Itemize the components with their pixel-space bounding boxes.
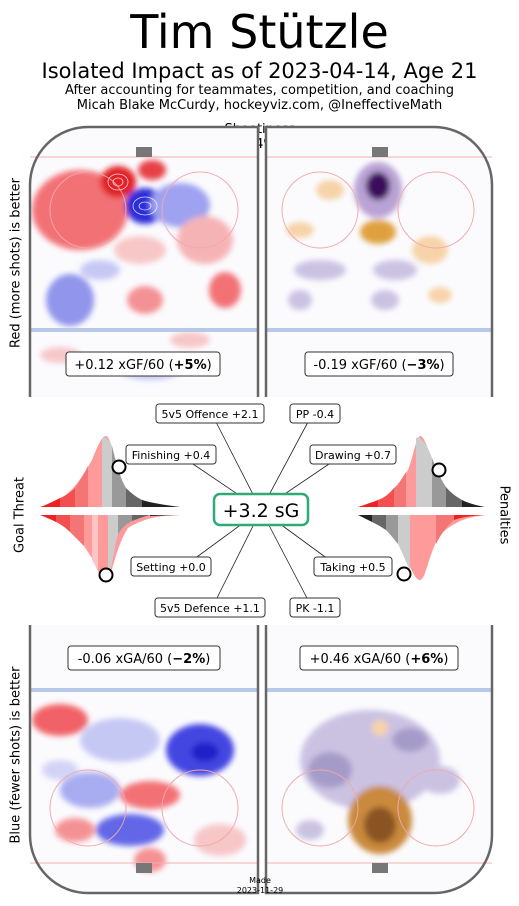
label-pp: PP -0.4	[289, 403, 341, 424]
svg-text:PK -1.1: PK -1.1	[296, 602, 335, 615]
player-name: Tim Stützle	[130, 5, 389, 59]
svg-text:Drawing +0.7: Drawing +0.7	[315, 449, 391, 462]
defence-pk-heatmap	[296, 710, 460, 854]
label-finishing: Finishing +0.4	[125, 444, 217, 465]
penalties-distribution	[358, 436, 485, 582]
defence-5v5-caption: -0.06 xGA/60 (−2%)	[67, 645, 221, 671]
svg-text:+0.12 xGF/60 (+5%): +0.12 xGF/60 (+5%)	[74, 358, 211, 373]
svg-text:5v5 Defence +1.1: 5v5 Defence +1.1	[160, 602, 260, 615]
label-drawing: Drawing +0.7	[309, 444, 397, 465]
label-pk: PK -1.1	[289, 597, 341, 618]
svg-text:5v5 Offence +2.1: 5v5 Offence +2.1	[161, 408, 258, 421]
svg-text:-0.06 xGA/60 (−2%): -0.06 xGA/60 (−2%)	[78, 652, 211, 667]
label-setting: Setting +0.0	[130, 556, 212, 577]
chart-subtitle: Isolated Impact as of 2023-04-14, Age 21	[41, 59, 478, 83]
offence-5v5-caption: +0.12 xGF/60 (+5%)	[65, 351, 221, 377]
offence-pp-caption: -0.19 xGF/60 (−3%)	[304, 351, 454, 377]
label-5v5-defence: 5v5 Defence +1.1	[154, 597, 266, 618]
made-label: Made	[249, 876, 271, 885]
svg-text:Finishing +0.4: Finishing +0.4	[132, 449, 211, 462]
defence-5v5-heatmap	[32, 704, 246, 872]
label-taking: Taking +0.5	[313, 556, 393, 577]
svg-text:Setting +0.0: Setting +0.0	[136, 561, 206, 574]
svg-text:+0.46 xGA/60 (+6%): +0.46 xGA/60 (+6%)	[310, 652, 449, 667]
method-note: After accounting for teammates, competit…	[65, 83, 454, 98]
made-date: 2023-11-29	[236, 886, 284, 895]
goal-threat-distribution	[40, 436, 180, 583]
svg-text:PP -0.4: PP -0.4	[296, 408, 334, 421]
total-sg-value: +3.2 sG	[223, 500, 300, 522]
offence-pp-heatmap	[286, 162, 452, 310]
svg-text:Taking +0.5: Taking +0.5	[319, 561, 385, 574]
author-credit: Micah Blake McCurdy, hockeyviz.com, @Ine…	[76, 98, 443, 113]
component-labels: 5v5 Offence +2.1 PP -0.4 Finishing +0.4 …	[125, 403, 397, 618]
total-sg-box: +3.2 sG	[212, 492, 310, 527]
svg-text:-0.19 xGF/60 (−3%): -0.19 xGF/60 (−3%)	[313, 358, 444, 373]
defence-pk-caption: +0.46 xGA/60 (+6%)	[299, 645, 459, 671]
label-5v5-offence: 5v5 Offence +2.1	[155, 403, 265, 424]
defence-5v5-rink	[28, 625, 260, 895]
